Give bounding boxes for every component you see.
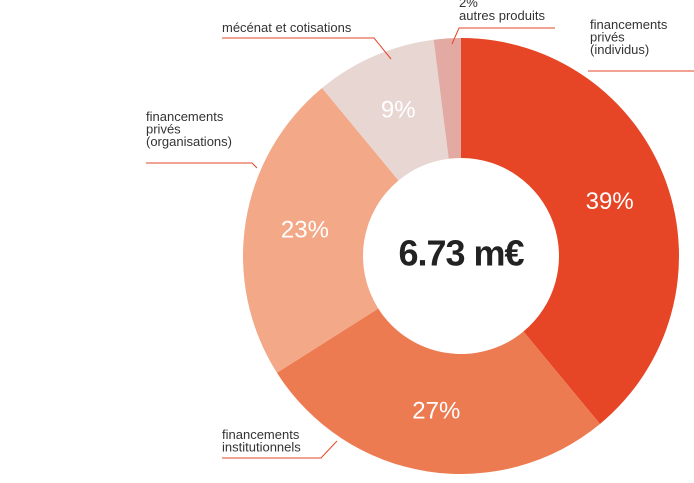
category-label-line: privés [146,122,181,137]
value-label-financements-prives-organisations: 23% [281,217,329,244]
category-label-line: (individus) [590,42,649,57]
category-label-line: (organisations) [146,134,232,149]
value-label-outside-autres-produits: 2% [459,0,478,10]
slices-group [243,38,679,475]
slice-financements-prives-organisations [243,88,399,373]
leader-line-mecenat-cotisations [222,37,392,60]
leader-lines-group [146,27,694,459]
slice-financements-prives-individus [461,38,679,424]
value-label-financements-institutionnels: 27% [412,397,460,424]
category-label-financements-institutionnels: financements institutionnels [222,427,301,455]
slice-mecenat-cotisations [322,39,449,181]
category-label-line: institutionnels [222,440,301,455]
category-label-mecenat-cotisations: mécénat et cotisations [222,20,352,35]
category-labels-group: financements privés (individus)financement… [146,0,668,455]
category-label-line: privés [590,30,625,45]
category-label-line: autres produits [459,8,545,23]
slice-autres-produits [433,38,461,159]
slice-financements-institutionnels [276,308,600,475]
leader-line-autres-produits [451,27,555,45]
category-label-financements-prives-organisations: financements privés (organisations) [146,109,232,149]
category-label-financements-prives-individus: financements privés (individus) [590,17,668,57]
category-label-line: financements [590,17,668,32]
value-labels-group: 39%27%23%9%2% [281,96,634,424]
value-label-financements-prives-individus: 39% [586,188,634,215]
category-label-line: financements [222,427,300,442]
category-label-autres-produits: 2% autres produits [459,0,545,23]
leader-line-financements-prives-organisations [146,162,258,169]
value-label-mecenat-cotisations: 9% [381,96,416,123]
category-label-line: mécénat et cotisations [222,20,352,35]
category-label-line: financements [146,109,224,124]
leader-line-financements-institutionnels [222,440,338,459]
center-total-label: 6.73 m€ [398,233,524,274]
